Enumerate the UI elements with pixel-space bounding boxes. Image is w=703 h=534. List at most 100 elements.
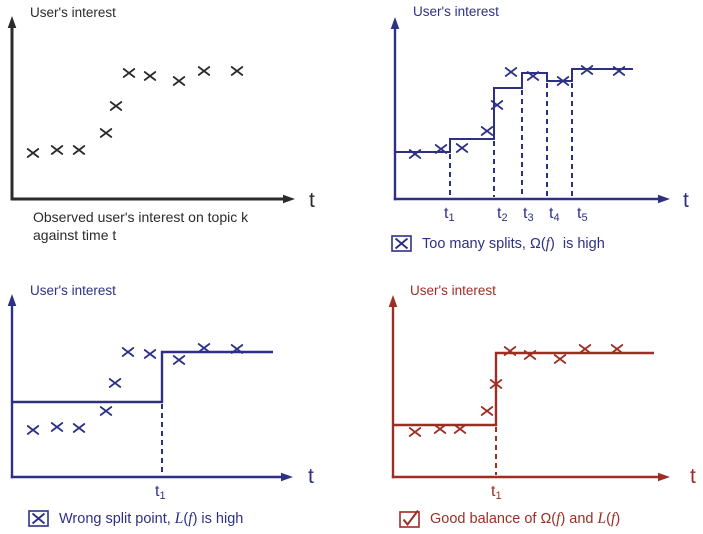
- x-marker: [503, 346, 517, 356]
- y-axis-title: User's interest: [30, 283, 116, 298]
- caption-line: Observed user's interest on topic k: [33, 209, 249, 225]
- plot-observed: User's interest t: [7, 5, 315, 212]
- caption-part: L: [597, 509, 607, 527]
- x-marker: [122, 68, 136, 78]
- x-marker: [578, 344, 592, 354]
- x-marker: [434, 144, 448, 154]
- caption-part: Too many splits, Ω(: [422, 235, 546, 252]
- split-label: t4: [549, 205, 560, 224]
- x-marker: [230, 344, 244, 354]
- split-label: t3: [523, 205, 534, 224]
- panel-good-balance: t1 User's interest t Good balance of Ω(f) a…: [352, 267, 703, 534]
- x-marker: [480, 406, 494, 416]
- caption-text: Good balance of Ω(f) and L(f): [430, 510, 620, 528]
- y-axis-title: User's interest: [30, 5, 116, 20]
- panel-caption: Good balance of Ω(f) and L(f): [399, 509, 620, 528]
- caption-part: L: [174, 509, 184, 527]
- y-axis-title: User's interest: [413, 4, 499, 19]
- plot-good-balance: t1 User's interest t: [388, 283, 696, 502]
- x-marker: [408, 149, 422, 159]
- split-label: t2: [497, 205, 508, 224]
- caption-part: ): [615, 510, 621, 527]
- x-marker: [610, 344, 624, 354]
- caption-text: Too many splits, Ω(f) is high: [422, 235, 605, 253]
- caption-part: f: [188, 509, 193, 527]
- caption-text: Wrong split point, L(f) is high: [59, 510, 243, 528]
- x-axis-arrowhead: [658, 194, 670, 204]
- x-marker: [455, 143, 469, 153]
- split-label: t1: [444, 205, 455, 224]
- x-marker: [453, 424, 467, 434]
- caption-part: f: [545, 234, 550, 252]
- plot-wrong-split-point: t1 User's interest t: [7, 283, 314, 502]
- split-label: t1: [155, 483, 166, 502]
- step-function-line: [395, 68, 633, 153]
- x-axis-label: t: [683, 189, 689, 212]
- x-axis-arrowhead: [283, 194, 295, 204]
- y-axis-arrowhead: [388, 295, 398, 307]
- x-marker: [72, 145, 86, 155]
- caption-part: f: [556, 509, 561, 527]
- x-marker: [197, 343, 211, 353]
- x-marker: [433, 424, 447, 434]
- x-marker: [50, 422, 64, 432]
- x-marker: [556, 76, 570, 86]
- x-marker: [99, 406, 113, 416]
- caption-part: ) is high: [192, 510, 244, 527]
- check-box-icon: [399, 509, 420, 528]
- caption-part: (: [183, 510, 189, 527]
- panel-wrong-split-point: t1 User's interest t Wrong split point, L(f…: [0, 267, 352, 534]
- x-marker: [408, 427, 422, 437]
- x-marker: [172, 355, 186, 365]
- x-marker: [504, 67, 518, 77]
- caption-part: Good balance of Ω(: [430, 510, 557, 527]
- x-marker: [490, 100, 504, 110]
- caption-part: ) and: [560, 510, 598, 527]
- x-marker: [553, 354, 567, 364]
- x-marker: [121, 347, 135, 357]
- panel-observed-interest: User's interest t Observed user's interest…: [0, 0, 352, 267]
- x-marker: [143, 71, 157, 81]
- x-axis-arrowhead: [658, 472, 670, 482]
- x-marker: [523, 350, 537, 360]
- x-marker: [26, 148, 40, 158]
- caption-part: f: [611, 509, 616, 527]
- x-axis-label: t: [309, 189, 315, 212]
- y-axis-arrowhead: [390, 17, 400, 29]
- caption-part: (: [606, 510, 611, 527]
- caption-part: ) is high: [549, 235, 605, 252]
- plot-too-many-splits: t1 t2 t3 t4 t5 User's interest t: [390, 4, 689, 224]
- x-marker: [99, 128, 113, 138]
- panel-caption: Too many splits, Ω(f) is high: [391, 234, 605, 253]
- panel-caption: Wrong split point, L(f) is high: [28, 509, 243, 528]
- x-marker: [26, 425, 40, 435]
- x-marker: [580, 65, 594, 75]
- x-marker: [489, 379, 503, 389]
- step-function-line: [393, 351, 654, 427]
- x-axis-arrowhead: [281, 472, 293, 482]
- y-axis-arrowhead: [7, 16, 17, 28]
- x-marker: [230, 66, 244, 76]
- split-label: t1: [491, 483, 502, 502]
- x-box-icon: [28, 510, 49, 527]
- split-label: t5: [577, 205, 588, 224]
- step-function-line: [12, 350, 273, 404]
- x-marker: [143, 349, 157, 359]
- x-marker: [72, 423, 86, 433]
- y-axis-arrowhead: [7, 294, 17, 306]
- caption-line: against time t: [33, 227, 117, 243]
- panel-caption: Observed user's interest on topic k again…: [33, 208, 248, 244]
- panel-too-many-splits: t1 t2 t3 t4 t5 User's interest t Too many split…: [352, 0, 703, 267]
- x-box-icon: [391, 235, 412, 252]
- x-axis-label: t: [690, 465, 696, 488]
- y-axis-title: User's interest: [410, 283, 496, 298]
- x-marker: [108, 378, 122, 388]
- x-axis-label: t: [308, 465, 314, 488]
- x-marker: [197, 66, 211, 76]
- x-marker: [50, 145, 64, 155]
- caption-part: Wrong split point,: [59, 510, 175, 527]
- x-marker: [612, 66, 626, 76]
- x-marker: [172, 76, 186, 86]
- x-marker: [480, 126, 494, 136]
